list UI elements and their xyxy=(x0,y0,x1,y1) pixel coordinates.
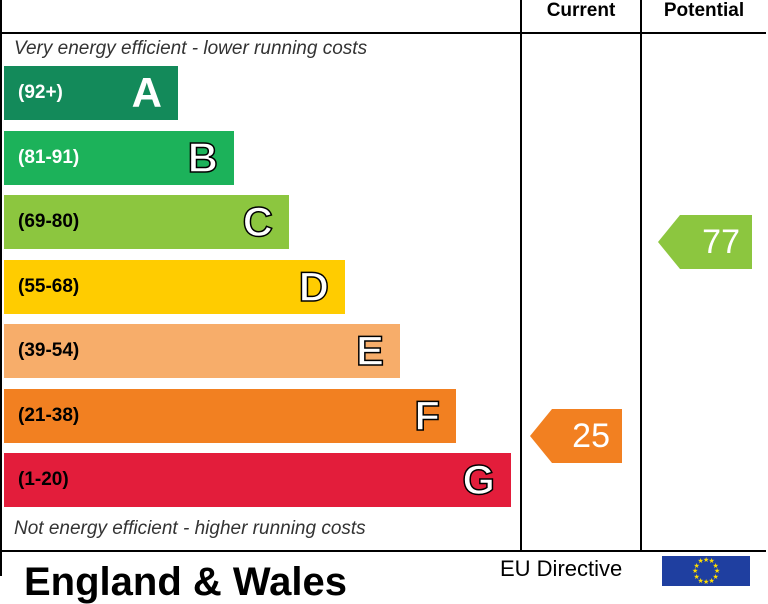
eu-star-icon: ★ xyxy=(692,568,699,575)
band-letter: A xyxy=(131,69,162,116)
caption-bottom: Not energy efficient - higher running co… xyxy=(14,518,366,539)
footer-directive: EU Directive xyxy=(500,556,623,581)
footer-rule xyxy=(0,550,766,552)
eu-star-icon: ★ xyxy=(714,568,721,575)
eu-star-icon: ★ xyxy=(703,579,710,586)
band-c: (69-80) C xyxy=(4,195,289,249)
band-g: (1-20) G xyxy=(4,453,511,507)
column-header-current: Current xyxy=(546,0,616,21)
header-rule xyxy=(0,32,766,34)
eu-star-icon: ★ xyxy=(708,577,715,585)
divider-potential xyxy=(640,0,642,552)
band-letter: E xyxy=(355,326,385,375)
potential-rating-arrow: 77 xyxy=(658,215,752,269)
band-e: (39-54) E xyxy=(4,324,400,378)
band-letter: G xyxy=(462,455,496,504)
eu-flag-icon: ★ ★ ★ ★ ★ ★ ★ ★ ★ ★ ★ ★ xyxy=(662,556,750,586)
band-range-label: (81-91) xyxy=(18,147,80,168)
eu-star-icon: ★ xyxy=(693,562,700,570)
band-range-label: (39-54) xyxy=(18,340,80,361)
current-rating-arrow: 25 xyxy=(530,409,622,463)
band-d: (55-68) D xyxy=(4,260,345,314)
band-range-label: (55-68) xyxy=(18,276,80,297)
footer-region: England & Wales xyxy=(24,560,348,604)
band-range-label: (1-20) xyxy=(18,469,69,490)
band-letter: F xyxy=(414,391,441,440)
eu-star-icon: ★ xyxy=(708,558,715,566)
band-range-label: (92+) xyxy=(18,82,63,103)
eu-star-icon: ★ xyxy=(703,557,710,564)
caption-top: Very energy efficient - lower running co… xyxy=(14,38,368,59)
epc-frame xyxy=(0,0,2,576)
band-range-label: (21-38) xyxy=(18,405,80,426)
column-header-potential: Potential xyxy=(663,0,745,21)
band-f: (21-38) F xyxy=(4,389,456,443)
band-a: (92+) A xyxy=(4,66,178,120)
band-letter: C xyxy=(242,197,274,246)
band-b: (81-91) B xyxy=(4,131,234,185)
band-letter: B xyxy=(187,133,219,182)
eu-star-icon: ★ xyxy=(712,562,719,570)
band-range-label: (69-80) xyxy=(18,211,80,232)
eu-star-icon: ★ xyxy=(697,558,704,566)
band-letter: D xyxy=(298,262,330,311)
divider-current xyxy=(520,0,522,552)
